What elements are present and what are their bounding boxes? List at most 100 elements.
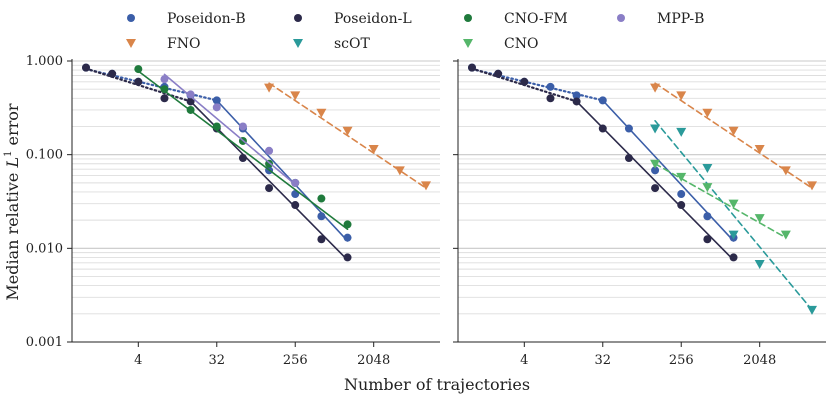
point-cno [650, 159, 661, 169]
point-poseidon-l [238, 154, 247, 163]
point-fno [290, 91, 301, 101]
point-poseidon-b [572, 91, 581, 100]
y-tick-label: 0.001 [26, 335, 63, 350]
point-poseidon-l [82, 63, 90, 72]
fit-line-poseidon-b [215, 99, 349, 242]
point-poseidon-l [134, 77, 143, 86]
legend-marker-cno [463, 39, 473, 48]
point-poseidon-l [108, 69, 117, 78]
point-fno [754, 144, 765, 154]
x-tick-label: 4 [134, 353, 142, 368]
point-poseidon-b [212, 96, 221, 105]
legend: Poseidon-B Poseidon-L CNO-FM MPP-B FNO scOT CN… [126, 11, 704, 52]
x-tick-label: 256 [669, 353, 694, 368]
legend-item-poseidon-l: Poseidon-L [294, 11, 412, 27]
point-poseidon-b [677, 190, 686, 199]
point-fno [264, 83, 275, 93]
x-tick-label: 2048 [743, 353, 776, 368]
point-mpp-b [160, 75, 169, 84]
x-tick-label: 256 [283, 353, 308, 368]
fit-line-scot [654, 119, 813, 311]
series-poseidon-b [82, 63, 352, 242]
series-fno [264, 82, 431, 191]
point-fno [807, 181, 817, 191]
legend-marker-fno [126, 39, 136, 48]
legend-marker-scot [293, 39, 303, 48]
left-panel: 4 32 256 2048 0.001 0.010 0.100 1.000 [26, 54, 440, 368]
series-mpp-b [160, 73, 300, 187]
point-poseidon-l [291, 201, 300, 210]
legend-marker-mpp-b [617, 14, 625, 22]
fit-line-poseidon-b [470, 67, 604, 102]
x-axis-label: Number of trajectories [344, 375, 530, 394]
legend-label-cno-fm: CNO-FM [504, 11, 568, 27]
legend-marker-cno-fm [464, 14, 472, 22]
point-fno [394, 166, 405, 176]
point-cno-fm [186, 105, 195, 114]
point-mpp-b [212, 103, 221, 112]
legend-item-poseidon-b: Poseidon-B [127, 11, 246, 27]
point-poseidon-b [343, 233, 352, 242]
point-poseidon-b [624, 124, 633, 133]
y-axis-label: Median relative L1 error [3, 103, 22, 301]
point-poseidon-l [703, 235, 712, 244]
legend-label-mpp-b: MPP-B [657, 11, 704, 27]
series-poseidon-l [82, 63, 352, 262]
point-poseidon-l [186, 97, 195, 106]
point-poseidon-l [343, 253, 352, 262]
legend-marker-poseidon-b [127, 14, 135, 22]
point-poseidon-l [677, 201, 686, 210]
point-mpp-b [238, 122, 247, 131]
point-mpp-b [265, 146, 274, 155]
point-scot [702, 164, 713, 174]
point-poseidon-l [598, 124, 607, 133]
point-fno [421, 181, 431, 191]
point-cno [728, 199, 739, 209]
legend-item-cno-fm: CNO-FM [464, 11, 568, 27]
point-fno [780, 166, 791, 176]
legend-label-scot: scOT [334, 36, 371, 52]
fit-line-mpp-b [163, 73, 297, 186]
point-poseidon-l [494, 69, 503, 78]
point-fno [676, 91, 687, 101]
point-mpp-b [291, 178, 300, 187]
x-tick-label: 4 [520, 353, 528, 368]
point-poseidon-l [317, 235, 326, 244]
x-tick-label: 2048 [357, 353, 390, 368]
y-axis-label-symbol: L [3, 157, 22, 169]
y-axis-label-superscript: 1 [3, 151, 14, 157]
legend-label-cno: CNO [504, 36, 538, 52]
legend-label-poseidon-b: Poseidon-B [167, 11, 246, 27]
point-poseidon-l [729, 253, 738, 262]
point-scot [807, 305, 817, 315]
point-poseidon-l [651, 184, 660, 193]
point-fno [316, 108, 327, 118]
point-fno [728, 126, 739, 136]
right-panel: 4 32 256 2048 [453, 59, 826, 368]
fit-line-cno-fm [137, 70, 349, 231]
point-cno-fm [160, 85, 169, 94]
point-fno [342, 126, 353, 136]
x-tick-label: 32 [208, 353, 225, 368]
point-poseidon-l [546, 94, 555, 103]
series-fno [650, 82, 817, 191]
point-poseidon-l [520, 77, 529, 86]
y-tick-label: 0.010 [26, 241, 63, 256]
point-scot [728, 230, 739, 240]
point-poseidon-b [317, 212, 326, 221]
y-axis-label-prefix: Median relative [3, 168, 22, 301]
series-poseidon-b [468, 63, 738, 242]
fit-line-poseidon-b [84, 67, 218, 102]
point-cno [780, 230, 791, 240]
point-scot [754, 260, 765, 270]
x-tick-label: 32 [594, 353, 611, 368]
y-axis-label-suffix: error [3, 103, 22, 150]
point-cno [754, 214, 765, 224]
legend-label-poseidon-l: Poseidon-L [334, 11, 412, 27]
point-fno [650, 83, 661, 93]
point-cno-fm [212, 122, 221, 131]
point-cno [676, 172, 687, 182]
legend-item-cno: CNO [463, 36, 538, 52]
point-poseidon-l [160, 94, 169, 103]
